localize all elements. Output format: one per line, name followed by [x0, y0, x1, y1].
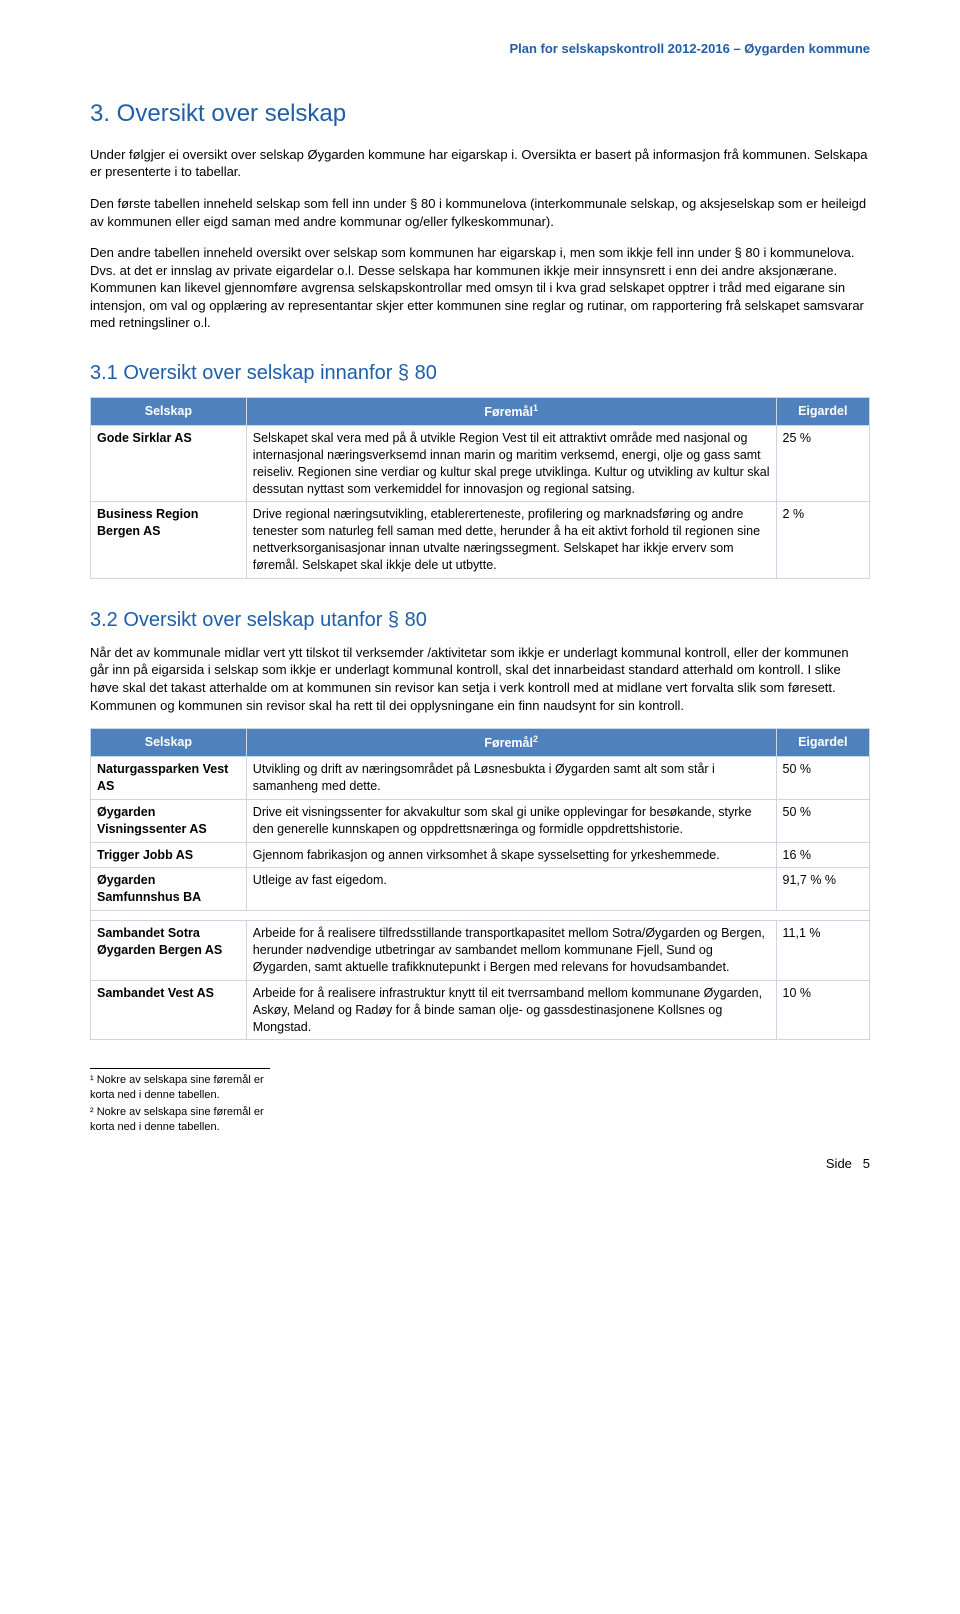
subsection-3-2-para: Når det av kommunale midlar vert ytt til… — [90, 644, 870, 714]
cell-company: Business Region Bergen AS — [91, 502, 247, 579]
cell-company: Øygarden Samfunnshus BA — [91, 868, 247, 911]
section-3-heading: 3. Oversikt over selskap — [90, 98, 870, 130]
subsection-3-2-heading: 3.2 Oversikt over selskap utanfor § 80 — [90, 607, 870, 634]
table-row: Gode Sirklar ASSelskapet skal vera med p… — [91, 425, 870, 502]
cell-purpose: Arbeide for å realisere infrastruktur kn… — [246, 980, 776, 1040]
cell-company: Sambandet Vest AS — [91, 980, 247, 1040]
cell-purpose: Drive regional næringsutvikling, etabler… — [246, 502, 776, 579]
table-row: Naturgassparken Vest ASUtvikling og drif… — [91, 757, 870, 800]
cell-share: 2 % — [776, 502, 869, 579]
footnote-2: ² Nokre av selskapa sine føremål er kort… — [90, 1105, 270, 1135]
section-3-para-3: Den andre tabellen inneheld oversikt ove… — [90, 244, 870, 332]
cell-purpose: Drive eit visningssenter for akvakultur … — [246, 799, 776, 842]
col-selskap: Selskap — [91, 397, 247, 425]
table-row: Business Region Bergen ASDrive regional … — [91, 502, 870, 579]
cell-share: 91,7 % % — [776, 868, 869, 911]
cell-share: 10 % — [776, 980, 869, 1040]
cell-share: 16 % — [776, 842, 869, 868]
cell-company: Gode Sirklar AS — [91, 425, 247, 502]
cell-company: Sambandet Sotra Øygarden Bergen AS — [91, 921, 247, 981]
subsection-3-1-heading: 3.1 Oversikt over selskap innanfor § 80 — [90, 360, 870, 387]
page-label: Side — [826, 1156, 852, 1171]
cell-purpose: Arbeide for å realisere tilfredsstilland… — [246, 921, 776, 981]
page-footer: Side 5 — [90, 1155, 870, 1173]
table-innenfor-80: Selskap Føremål1 Eigardel Gode Sirklar A… — [90, 397, 870, 579]
cell-share: 50 % — [776, 757, 869, 800]
col-selskap: Selskap — [91, 729, 247, 757]
running-header: Plan for selskapskontroll 2012-2016 – Øy… — [90, 40, 870, 58]
table-utanfor-80: Selskap Føremål2 Eigardel Naturgassparke… — [90, 728, 870, 1040]
cell-share: 11,1 % — [776, 921, 869, 981]
section-3-para-1: Under følgjer ei oversikt over selskap Ø… — [90, 146, 870, 181]
col-foremal: Føremål2 — [246, 729, 776, 757]
page-number: 5 — [863, 1156, 870, 1171]
table-row: Sambandet Sotra Øygarden Bergen ASArbeid… — [91, 921, 870, 981]
footnotes: ¹ Nokre av selskapa sine føremål er kort… — [90, 1068, 270, 1134]
cell-purpose: Utvikling og drift av næringsområdet på … — [246, 757, 776, 800]
table-row: Trigger Jobb ASGjennom fabrikasjon og an… — [91, 842, 870, 868]
table-row-spacer — [91, 911, 870, 921]
cell-purpose: Selskapet skal vera med på å utvikle Reg… — [246, 425, 776, 502]
footnote-1: ¹ Nokre av selskapa sine føremål er kort… — [90, 1073, 270, 1103]
col-eigardel: Eigardel — [776, 397, 869, 425]
cell-purpose: Utleige av fast eigedom. — [246, 868, 776, 911]
cell-company: Trigger Jobb AS — [91, 842, 247, 868]
cell-share: 25 % — [776, 425, 869, 502]
table-row: Øygarden Visningssenter ASDrive eit visn… — [91, 799, 870, 842]
table-row: Øygarden Samfunnshus BAUtleige av fast e… — [91, 868, 870, 911]
section-3-para-2: Den første tabellen inneheld selskap som… — [90, 195, 870, 230]
col-foremal: Føremål1 — [246, 397, 776, 425]
cell-purpose: Gjennom fabrikasjon og annen virksomhet … — [246, 842, 776, 868]
cell-company: Naturgassparken Vest AS — [91, 757, 247, 800]
col-eigardel: Eigardel — [776, 729, 869, 757]
table-row: Sambandet Vest ASArbeide for å realisere… — [91, 980, 870, 1040]
cell-company: Øygarden Visningssenter AS — [91, 799, 247, 842]
cell-share: 50 % — [776, 799, 869, 842]
